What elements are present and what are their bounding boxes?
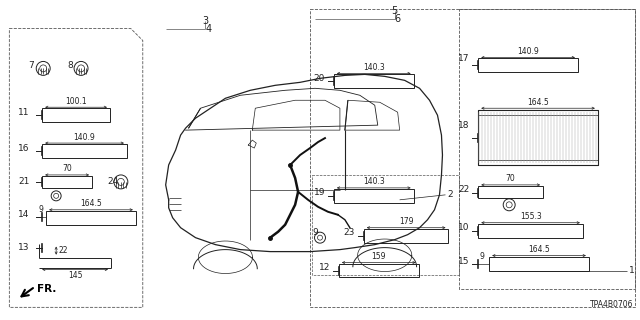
Text: 164.5: 164.5 bbox=[527, 98, 549, 107]
Text: 19: 19 bbox=[314, 188, 325, 197]
Text: 2: 2 bbox=[447, 190, 453, 199]
Text: 70: 70 bbox=[506, 174, 516, 183]
Text: 140.9: 140.9 bbox=[74, 132, 95, 141]
Text: 13: 13 bbox=[18, 243, 29, 252]
Text: 24: 24 bbox=[108, 177, 119, 187]
Text: FR.: FR. bbox=[37, 284, 56, 294]
Text: 145: 145 bbox=[68, 271, 83, 280]
Text: 70: 70 bbox=[62, 164, 72, 173]
Text: 1: 1 bbox=[628, 266, 634, 275]
Text: 6: 6 bbox=[395, 14, 401, 24]
Text: 16: 16 bbox=[18, 144, 29, 153]
Text: TPA4B0706: TPA4B0706 bbox=[590, 300, 634, 309]
Text: 159: 159 bbox=[371, 252, 386, 261]
Text: 20: 20 bbox=[314, 74, 325, 83]
Text: 22: 22 bbox=[58, 246, 68, 255]
Text: 15: 15 bbox=[458, 257, 469, 266]
Text: 140.3: 140.3 bbox=[363, 177, 385, 186]
Text: 100.1: 100.1 bbox=[65, 97, 87, 106]
Text: 140.3: 140.3 bbox=[363, 63, 385, 72]
Text: 3: 3 bbox=[202, 16, 209, 26]
Text: 11: 11 bbox=[18, 108, 29, 117]
Text: 9: 9 bbox=[479, 252, 484, 261]
Text: 23: 23 bbox=[344, 228, 355, 237]
Text: 164.5: 164.5 bbox=[80, 199, 102, 208]
Text: 5: 5 bbox=[392, 6, 398, 16]
Text: 17: 17 bbox=[458, 54, 469, 63]
Text: 9: 9 bbox=[312, 228, 318, 237]
Text: 8: 8 bbox=[67, 61, 73, 70]
Text: 21: 21 bbox=[18, 177, 29, 187]
Text: 4: 4 bbox=[205, 24, 212, 34]
Text: 12: 12 bbox=[319, 263, 330, 272]
Text: 22: 22 bbox=[458, 185, 469, 194]
Text: 179: 179 bbox=[399, 217, 413, 226]
Text: 164.5: 164.5 bbox=[528, 245, 550, 254]
Text: 9: 9 bbox=[38, 205, 43, 214]
Text: 10: 10 bbox=[458, 223, 469, 232]
Text: 18: 18 bbox=[458, 121, 469, 130]
Text: 140.9: 140.9 bbox=[517, 47, 539, 56]
Text: 7: 7 bbox=[29, 61, 35, 70]
Text: 14: 14 bbox=[18, 210, 29, 219]
Text: 155.3: 155.3 bbox=[520, 212, 541, 221]
